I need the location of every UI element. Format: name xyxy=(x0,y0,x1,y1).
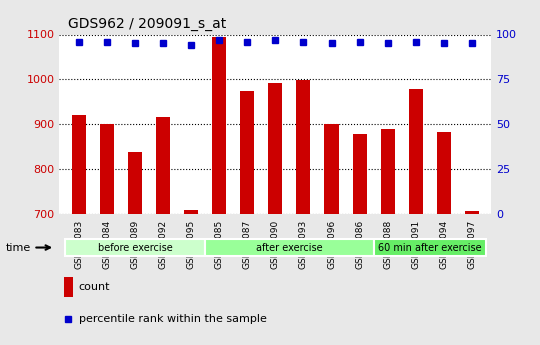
Bar xyxy=(65,239,205,256)
Bar xyxy=(296,80,310,214)
Bar xyxy=(409,89,423,214)
Bar xyxy=(100,124,114,214)
Text: 60 min after exercise: 60 min after exercise xyxy=(378,243,482,253)
Bar xyxy=(465,211,479,214)
Bar xyxy=(437,132,451,214)
Bar xyxy=(240,90,254,214)
Text: GDS962 / 209091_s_at: GDS962 / 209091_s_at xyxy=(68,17,226,31)
Bar xyxy=(268,83,282,214)
Text: count: count xyxy=(79,282,110,292)
Bar xyxy=(212,37,226,214)
Text: before exercise: before exercise xyxy=(98,243,172,253)
Bar xyxy=(381,129,395,214)
Text: time: time xyxy=(5,243,50,253)
Bar xyxy=(353,134,367,214)
Text: after exercise: after exercise xyxy=(256,243,323,253)
Bar xyxy=(325,124,339,214)
Bar xyxy=(205,239,374,256)
Text: percentile rank within the sample: percentile rank within the sample xyxy=(79,314,267,324)
Bar xyxy=(72,115,86,214)
Bar xyxy=(374,239,486,256)
Bar xyxy=(64,277,73,297)
Bar xyxy=(184,210,198,214)
Bar xyxy=(156,117,170,214)
Bar xyxy=(128,152,142,214)
